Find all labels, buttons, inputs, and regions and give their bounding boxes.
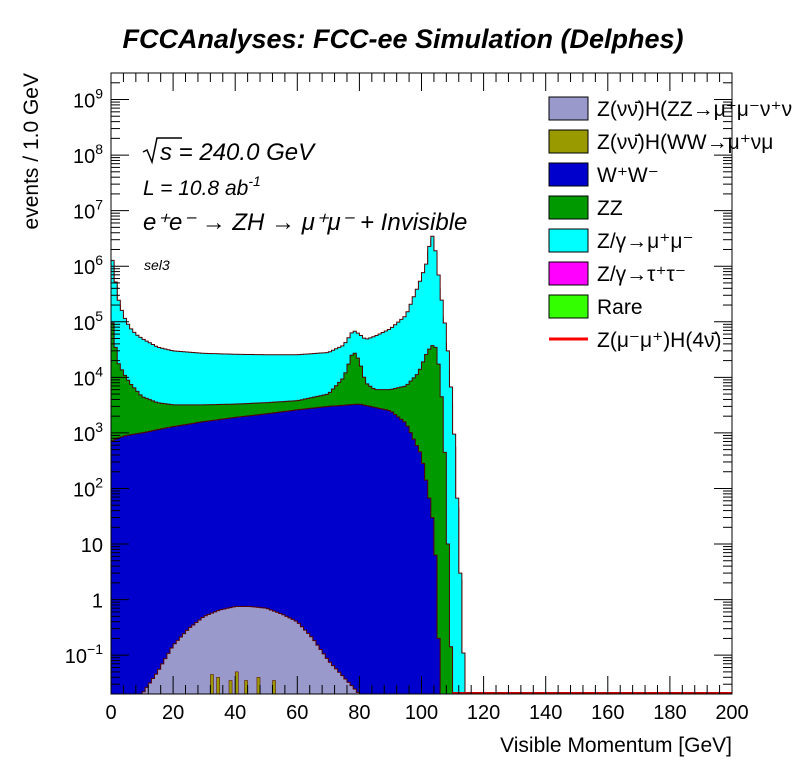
legend-label: Z(νν̄)H(ZZ→μ⁺μ⁻ν⁺ν (597, 98, 792, 121)
hww-bin-2 (228, 680, 233, 694)
process-annotation: e⁺e⁻ → ZH → μ⁺μ⁻ + Invisible (143, 209, 467, 236)
lumi-sup: -1 (248, 173, 260, 189)
y-tick-label: 106 (73, 252, 103, 279)
legend-swatch (548, 294, 589, 319)
hww-bin-1 (216, 677, 220, 694)
y-axis: 10−1 1 10 102 103 104 105 106 107 108 109 (65, 72, 732, 695)
luminosity-annotation: L = 10.8 ab-1 (143, 173, 261, 200)
legend: Z(νν̄)H(ZZ→μ⁺μ⁻ν⁺ν Z(νν̄)H(WW→μ⁺νμ W⁺W⁻ ZZ Z… (548, 96, 792, 352)
x-tick-label: 160 (591, 702, 624, 724)
y-tick-label: 10−1 (65, 641, 103, 668)
x-tick-label: 80 (348, 702, 370, 724)
y-tick-label: 107 (73, 197, 103, 224)
y-tick-label: 104 (73, 363, 103, 390)
y-tick-label: 1 (92, 591, 103, 613)
legend-swatch (548, 261, 589, 286)
legend-swatch (548, 228, 589, 253)
x-tick-label: 140 (529, 702, 562, 724)
x-tick-label: 60 (286, 702, 308, 724)
y-tick-label: 109 (73, 86, 103, 113)
x-tick-label: 180 (653, 702, 686, 724)
legend-swatch (548, 195, 589, 220)
x-tick-label: 40 (224, 702, 246, 724)
legend-label: ZZ (597, 197, 623, 220)
y-tick-label: 105 (73, 308, 103, 335)
y-axis-label: events / 1.0 GeV (20, 73, 43, 229)
legend-label: W⁺W⁻ (597, 164, 659, 187)
x-axis: 0 20 40 60 80 100 120 140 160 180 200 (105, 73, 749, 724)
legend-label: Rare (597, 296, 643, 319)
stacked-histogram (111, 235, 732, 694)
stack-layer-5 (111, 606, 732, 694)
y-tick-label: 10 (81, 535, 103, 557)
x-tick-label: 0 (105, 702, 116, 724)
legend-label: Z/γ→μ⁺μ⁻ (597, 230, 694, 253)
legend-swatch (548, 129, 589, 154)
y-tick-label: 108 (73, 141, 103, 168)
selection-annotation: sel3 (144, 257, 170, 273)
legend-swatch (548, 96, 589, 121)
sqrt-s-annotation: s = 240.0 GeV (142, 137, 316, 166)
legend-label: Z(μ⁻μ⁺)H(4ν̄) (597, 329, 722, 352)
x-tick-label: 100 (405, 702, 438, 724)
legend-label: Z(νν̄)H(WW→μ⁺νμ (597, 131, 773, 154)
sqrt-s-text: s = 240.0 GeV (160, 139, 316, 166)
legend-label: Z/γ→τ⁺τ⁻ (597, 263, 686, 286)
x-tick-label: 200 (715, 702, 748, 724)
chart-title: FCCAnalyses: FCC-ee Simulation (Delphes) (122, 24, 683, 54)
y-tick-label: 103 (73, 419, 103, 446)
lumi-text: L = 10.8 ab (143, 177, 249, 200)
annotations: s = 240.0 GeV L = 10.8 ab-1 e⁺e⁻ → ZH → … (142, 137, 467, 273)
sqrt-symbol (142, 137, 182, 165)
y-tick-label: 102 (73, 474, 103, 501)
x-tick-label: 20 (162, 702, 184, 724)
hww-bin-0 (210, 674, 214, 694)
x-axis-label: Visible Momentum [GeV] (500, 734, 732, 757)
x-tick-label: 120 (467, 702, 500, 724)
legend-swatch (548, 162, 589, 187)
